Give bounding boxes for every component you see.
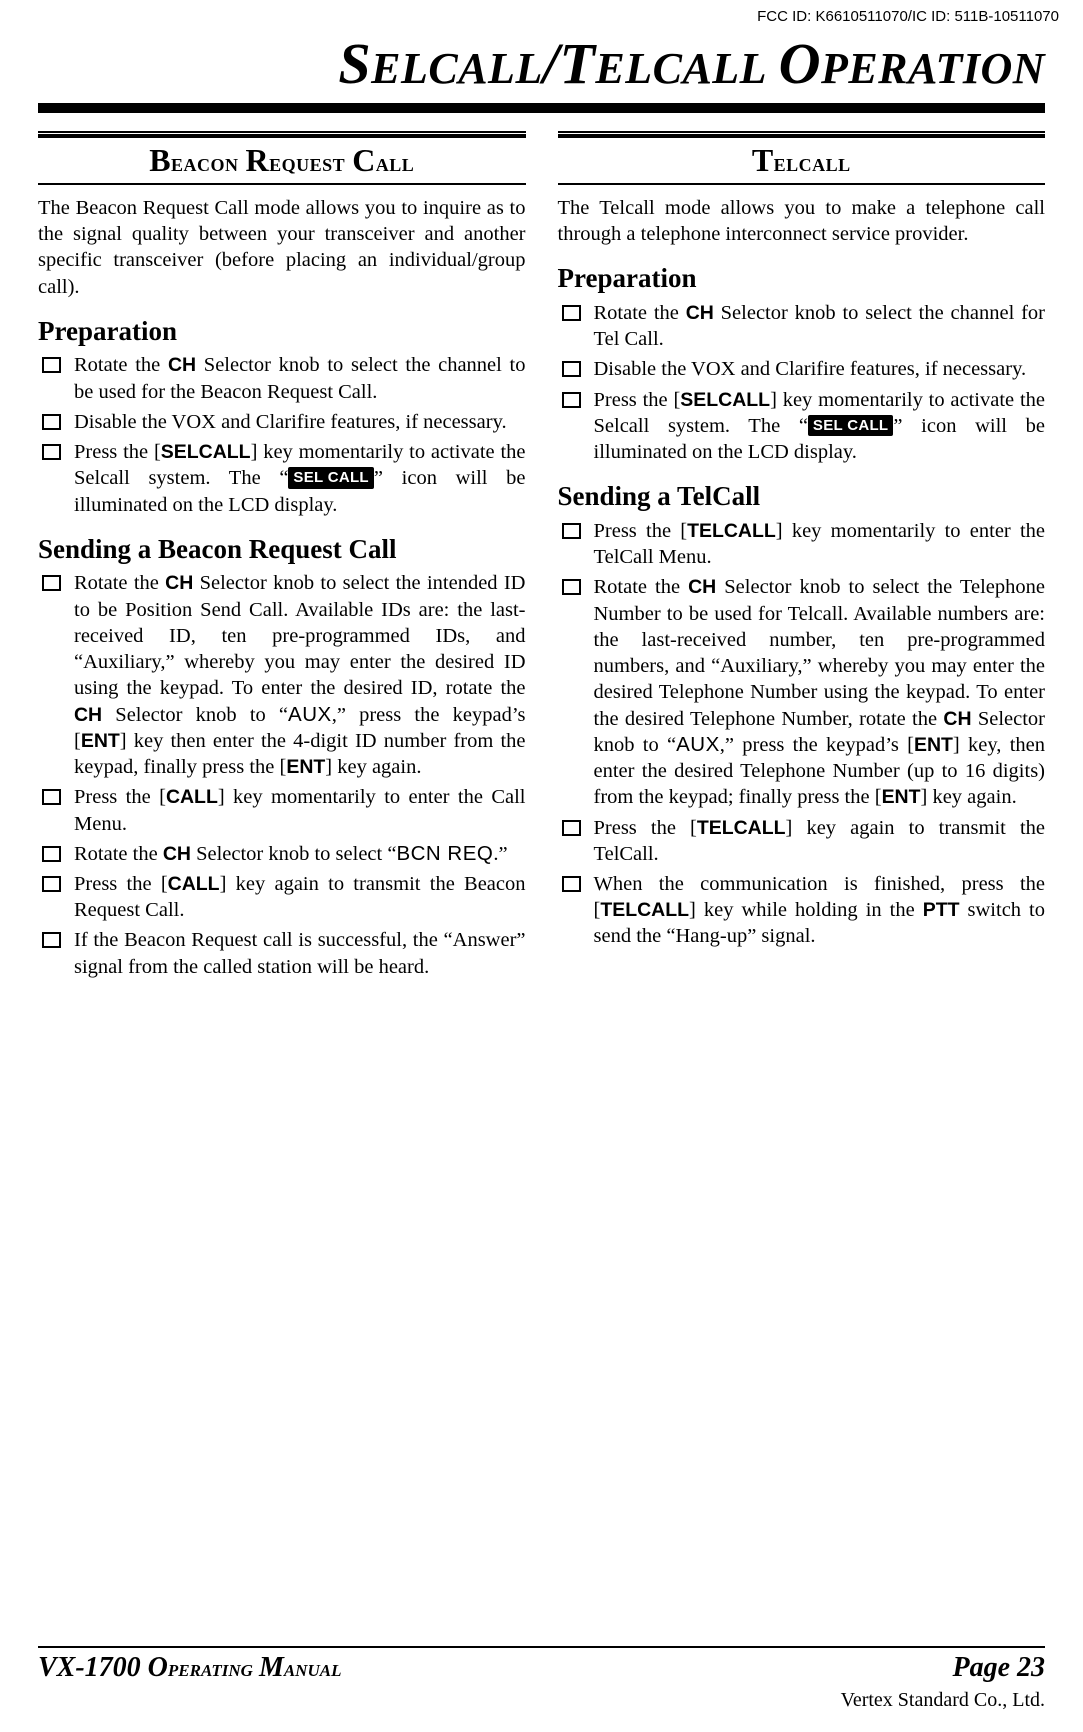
list-item: Rotate the CH Selector knob to select “B… (38, 841, 526, 867)
section-head-beacon: Beacon Request Call (38, 138, 526, 185)
list-item: Disable the VOX and Clarifire features, … (38, 409, 526, 435)
section-head-wrap: Telcall (558, 131, 1046, 185)
send-head-right: Sending a TelCall (558, 479, 1046, 514)
list-item: When the communication is finished, pres… (558, 871, 1046, 950)
prep-list-right: Rotate the CH Selector knob to select th… (558, 300, 1046, 465)
list-item: Disable the VOX and Clarifire features, … (558, 356, 1046, 382)
fcc-id: FCC ID: K6610511070/IC ID: 511B-10511070 (757, 8, 1059, 25)
list-item: Press the [SELCALL] key momentarily to a… (558, 387, 1046, 466)
page-title: SELCALL/TELCALL OPERATION (38, 30, 1045, 97)
send-head-left: Sending a Beacon Request Call (38, 532, 526, 567)
vertex-credit: Vertex Standard Co., Ltd. (841, 1689, 1045, 1712)
list-item: Press the [CALL] key again to transmit t… (38, 871, 526, 923)
columns: Beacon Request Call The Beacon Request C… (38, 131, 1045, 984)
list-item: Press the [TELCALL] key again to transmi… (558, 815, 1046, 867)
section-head-telcall: Telcall (558, 138, 1046, 185)
list-item: Press the [TELCALL] key momentarily to e… (558, 518, 1046, 570)
left-column: Beacon Request Call The Beacon Request C… (38, 131, 526, 984)
list-item: Rotate the CH Selector knob to select th… (38, 352, 526, 404)
list-item: Rotate the CH Selector knob to select th… (558, 300, 1046, 352)
page-number: Page 23 (952, 1652, 1045, 1684)
list-item: If the Beacon Request call is successful… (38, 927, 526, 979)
footer-row: VX-1700 Operating Manual Page 23 (38, 1652, 1045, 1684)
right-column: Telcall The Telcall mode allows you to m… (558, 131, 1046, 984)
section-rule (38, 131, 526, 138)
prep-head-left: Preparation (38, 314, 526, 349)
send-list-left: Rotate the CH Selector knob to select th… (38, 570, 526, 980)
section-rule (558, 131, 1046, 138)
list-item: Press the [SELCALL] key momentarily to a… (38, 439, 526, 518)
footer: VX-1700 Operating Manual Page 23 (38, 1646, 1045, 1684)
section-head-wrap: Beacon Request Call (38, 131, 526, 185)
prep-head-right: Preparation (558, 261, 1046, 296)
list-item: Rotate the CH Selector knob to select th… (38, 570, 526, 780)
footer-rule (38, 1646, 1045, 1648)
list-item: Rotate the CH Selector knob to select th… (558, 574, 1046, 810)
prep-list-left: Rotate the CH Selector knob to select th… (38, 352, 526, 517)
send-list-right: Press the [TELCALL] key momentarily to e… (558, 518, 1046, 950)
list-item: Press the [CALL] key momentarily to ente… (38, 784, 526, 836)
beacon-intro: The Beacon Request Call mode allows you … (38, 195, 526, 300)
title-rule (38, 103, 1045, 113)
manual-title: VX-1700 Operating Manual (38, 1652, 341, 1684)
telcall-intro: The Telcall mode allows you to make a te… (558, 195, 1046, 247)
page-content: SELCALL/TELCALL OPERATION Beacon Request… (0, 0, 1083, 984)
